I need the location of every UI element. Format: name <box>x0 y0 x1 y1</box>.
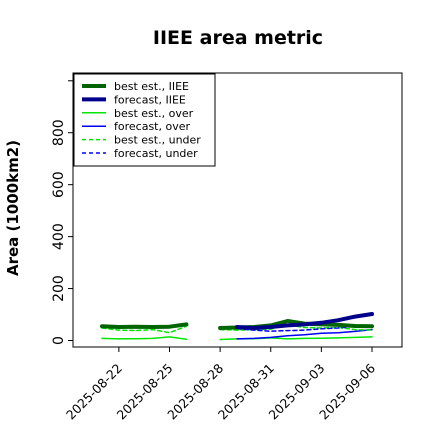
plot-area <box>72 72 403 348</box>
y-tick-label: 600 <box>51 171 67 198</box>
y-tick-label: 0 <box>51 336 67 345</box>
series-line <box>236 328 373 340</box>
legend-box <box>73 73 216 167</box>
legend-label: forecast, under <box>114 147 198 160</box>
legend-label: best est., over <box>114 107 194 120</box>
legend-label: best est., under <box>114 134 201 147</box>
y-tick-label: 800 <box>51 119 67 146</box>
series-lines <box>100 312 374 341</box>
x-axis: 2025-08-222025-08-252025-08-282025-08-31… <box>63 347 378 422</box>
y-axis-label: Area (1000km2) <box>4 140 22 276</box>
legend-label: best est., IIEE <box>114 80 189 93</box>
legend-label: forecast, over <box>114 120 190 133</box>
y-axis: 0 200 400 600 800 <box>51 80 73 345</box>
y-tick-label: 200 <box>51 275 67 302</box>
chart-title: IIEE area metric <box>153 27 323 49</box>
series-line <box>235 312 374 330</box>
legend-label: forecast, IIEE <box>114 93 186 106</box>
y-tick-label: 400 <box>51 223 67 250</box>
